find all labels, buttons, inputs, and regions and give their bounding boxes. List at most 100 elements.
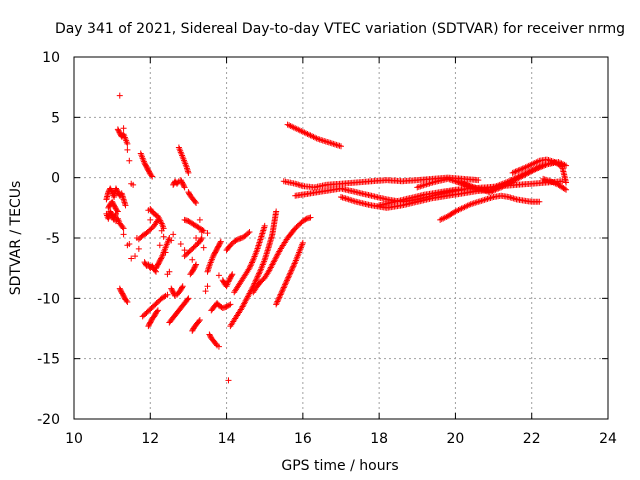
data-point: [256, 269, 263, 276]
data-point: [181, 184, 188, 191]
series-arc-37: [437, 192, 543, 223]
data-point: [123, 297, 130, 304]
data-point: [282, 280, 289, 287]
data-point: [275, 295, 282, 302]
data-point: [489, 187, 496, 194]
data-point: [563, 162, 570, 169]
data-point: [541, 162, 548, 169]
data-point: [200, 244, 207, 251]
data-point: [122, 202, 129, 209]
x-tick-labels: 10 12 14 16 18 20 22 24: [65, 431, 617, 447]
x-tick-label: 16: [294, 431, 312, 447]
axis-ticks: [73, 56, 609, 420]
y-tick-labels: 10 5 0 -5 -10 -15 -20: [37, 50, 60, 428]
data-point: [338, 143, 344, 150]
x-tick-label: 14: [218, 431, 236, 447]
data-point: [164, 291, 171, 298]
data-point: [248, 260, 255, 267]
data-point: [492, 186, 499, 193]
data-point: [195, 318, 202, 325]
series-arc-27: [223, 228, 253, 254]
data-point: [247, 262, 254, 269]
y-tick-label: 0: [51, 171, 60, 187]
data-point: [227, 301, 234, 308]
data-point: [228, 272, 235, 279]
data-point: [278, 290, 285, 297]
series-arc-23: [204, 238, 224, 275]
data-point: [132, 253, 139, 260]
series-arc-17: [175, 144, 192, 176]
data-point: [276, 294, 283, 301]
chart-title: Day 341 of 2021, Sidereal Day-to-day VTE…: [55, 21, 625, 37]
data-point: [215, 272, 222, 279]
data-point: [533, 165, 540, 172]
x-tick-label: 24: [599, 431, 617, 447]
series-arc-33: [280, 174, 482, 191]
data-point: [179, 284, 186, 291]
series-arc-8: [133, 216, 161, 243]
data-point: [246, 228, 253, 235]
series-arc-16: [170, 177, 188, 191]
data-point: [114, 208, 121, 215]
data-point: [274, 298, 281, 305]
data-point: [198, 228, 205, 235]
y-tick-label: -20: [37, 412, 60, 428]
data-point: [255, 272, 262, 279]
data-point: [280, 284, 287, 291]
series-arc-5: [114, 126, 131, 147]
data-point: [283, 278, 290, 285]
data-point: [539, 163, 546, 170]
data-point: [215, 343, 222, 350]
data-point: [120, 231, 127, 238]
data-point: [282, 281, 289, 288]
data-point: [509, 169, 516, 176]
data-point: [217, 238, 224, 245]
data-point: [193, 261, 200, 268]
data-point: [249, 258, 256, 265]
data-point: [516, 166, 523, 173]
data-point: [196, 216, 203, 223]
series-arc-10: [139, 291, 171, 320]
data-points: [103, 92, 570, 384]
data-point: [287, 268, 294, 275]
data-point: [278, 288, 285, 295]
series-arc-30: [250, 214, 314, 296]
data-point: [253, 276, 260, 283]
y-tick-label: -15: [37, 352, 60, 368]
data-point: [160, 233, 167, 240]
data-point: [518, 166, 525, 173]
x-axis-label: GPS time / hours: [281, 458, 398, 474]
series-arc-18: [185, 189, 200, 207]
data-point: [246, 265, 253, 272]
series-arc-14: [168, 283, 186, 299]
data-point: [192, 262, 199, 269]
data-point: [513, 168, 520, 175]
data-point: [515, 167, 522, 174]
data-point: [289, 266, 296, 273]
data-point: [120, 225, 127, 232]
data-point: [196, 317, 203, 324]
series-arc-29: [231, 222, 268, 296]
data-point: [149, 173, 156, 180]
x-tick-label: 18: [370, 431, 388, 447]
series-arc-1: [103, 185, 129, 209]
data-point: [519, 165, 526, 172]
series-arc-40: [509, 156, 570, 186]
data-point: [164, 271, 171, 278]
data-point: [202, 288, 209, 295]
series-arc-21: [187, 261, 200, 278]
data-point: [198, 235, 205, 241]
data-point: [273, 299, 280, 306]
y-tick-label: 10: [42, 50, 60, 66]
data-point: [252, 277, 259, 284]
data-point: [254, 273, 261, 280]
data-point: [536, 164, 543, 171]
y-tick-label: 5: [51, 110, 60, 126]
data-point: [157, 219, 164, 226]
data-point: [275, 297, 282, 304]
data-point: [288, 267, 295, 274]
data-point: [124, 242, 131, 249]
data-point: [283, 277, 290, 284]
data-point: [124, 298, 131, 305]
series-arc-3: [105, 198, 121, 215]
